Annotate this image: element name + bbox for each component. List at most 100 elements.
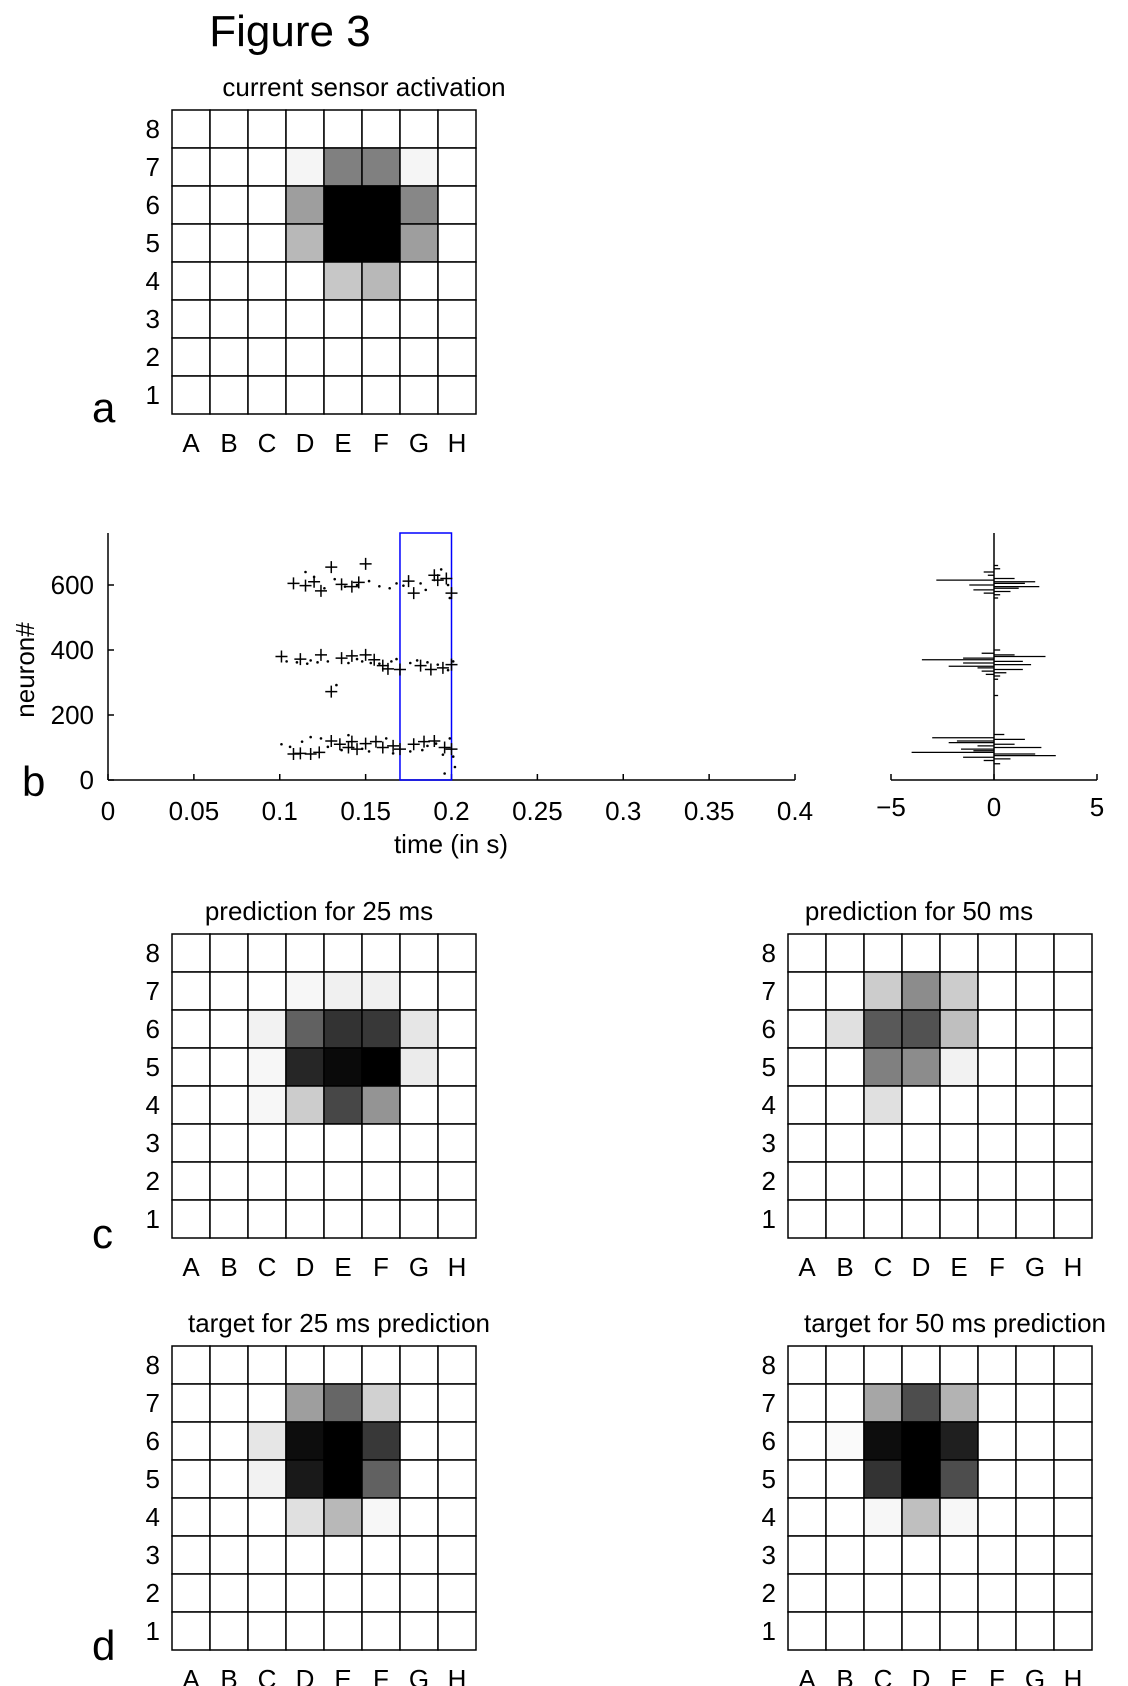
row-label: 8: [762, 1350, 776, 1380]
column-label: E: [950, 1664, 967, 1686]
heatmap-cell-B7: [209, 147, 249, 187]
heatmap-cell-A6: [787, 1009, 827, 1049]
column-label: C: [874, 1664, 893, 1686]
x-tick-label: 0.05: [169, 796, 220, 826]
heatmap-cell-E5: [939, 1047, 979, 1087]
heatmap-cell-B4: [825, 1085, 865, 1125]
heatmap-cell-H8: [1053, 1345, 1093, 1385]
heatmap-cell-F8: [361, 1345, 401, 1385]
heatmap-cell-E3: [323, 1123, 363, 1163]
heatmap-cell-B2: [209, 1573, 249, 1613]
row-label: 6: [762, 1426, 776, 1456]
heatmap-cell-A3: [787, 1535, 827, 1575]
heatmap-cell-H5: [437, 1459, 477, 1499]
heatmap-cell-A4: [171, 261, 211, 301]
heatmap-cell-E4: [939, 1085, 979, 1125]
spike-cross: [418, 735, 431, 748]
row-label: 7: [146, 152, 160, 182]
x-tick-label: 0.35: [684, 796, 735, 826]
panel-label-d: d: [92, 1622, 115, 1669]
x-tick-label: −5: [876, 792, 906, 822]
raster-ylabel: neuron#: [10, 622, 40, 718]
column-label: H: [448, 428, 467, 458]
heatmap-cell-D4: [285, 261, 325, 301]
heatmap-cell-E7: [323, 147, 363, 187]
spike-dot: [415, 659, 419, 662]
heatmap-prediction-50ms: prediction for 50 ms 8 7 6 5 4 3 2 1A B C D E F G H: [762, 896, 1093, 1282]
activity-histogram: −5 0 5: [876, 533, 1104, 822]
heatmap-cell-C4: [247, 261, 287, 301]
heatmap-cell-F3: [977, 1535, 1017, 1575]
spike-cross: [381, 662, 394, 675]
x-tick-label: 0.4: [777, 796, 813, 826]
heatmap-cell-F3: [977, 1123, 1017, 1163]
spike-dot: [408, 750, 412, 753]
heatmap-cell-A1: [171, 1611, 211, 1651]
heatmap-cell-B5: [825, 1047, 865, 1087]
figure-title: Figure 3: [209, 7, 370, 56]
heatmap-cell-G5: [399, 1047, 439, 1087]
heatmap-cell-H4: [437, 1497, 477, 1537]
heatmap-prediction-25ms: prediction for 25 ms 8 7 6 5 4 3 2 1A B C D E F G H: [146, 896, 477, 1282]
heatmap-cell-C7: [863, 971, 903, 1011]
spike-dot: [451, 660, 455, 663]
heatmap-cell-F7: [361, 147, 401, 187]
heatmap-cell-G5: [1015, 1459, 1055, 1499]
column-label: F: [373, 428, 389, 458]
spike-cross: [407, 587, 420, 600]
spike-dot: [443, 772, 446, 775]
spike-dot: [441, 753, 445, 756]
heatmap-cell-F6: [977, 1009, 1017, 1049]
heatmap-cell-A1: [787, 1199, 827, 1239]
heatmap-cell-D3: [285, 1535, 325, 1575]
heatmap-cell-A2: [171, 337, 211, 377]
spike-cross: [445, 658, 458, 671]
heatmap-cell-A6: [787, 1421, 827, 1461]
spike-cross: [294, 653, 307, 666]
heatmap-cell-H4: [1053, 1497, 1093, 1537]
heatmap-title: target for 25 ms prediction: [188, 1308, 490, 1338]
heatmap-cell-C8: [247, 109, 287, 149]
heatmap-cell-G1: [399, 1611, 439, 1651]
heatmap-cell-B8: [825, 1345, 865, 1385]
heatmap-cell-E6: [939, 1009, 979, 1049]
column-label: A: [182, 1252, 200, 1282]
heatmap-cell-E7: [323, 1383, 363, 1423]
heatmap-cell-D4: [285, 1085, 325, 1125]
heatmap-cell-G1: [1015, 1611, 1055, 1651]
heatmap-cell-A3: [171, 1123, 211, 1163]
spike-dot: [347, 733, 350, 737]
spike-cross: [275, 650, 288, 663]
heatmap-cell-C7: [863, 1383, 903, 1423]
heatmap-cell-A8: [171, 1345, 211, 1385]
heatmap-cell-C6: [863, 1009, 903, 1049]
spike-cross: [345, 735, 358, 748]
heatmap-cell-F1: [361, 1199, 401, 1239]
heatmap-cell-C7: [247, 1383, 287, 1423]
heatmap-cell-G6: [399, 1009, 439, 1049]
heatmap-cell-D7: [901, 1383, 941, 1423]
spike-cross: [304, 748, 317, 760]
heatmap-cell-B7: [209, 1383, 249, 1423]
heatmap-cell-A4: [171, 1497, 211, 1537]
heatmap-cell-F3: [361, 1535, 401, 1575]
spike-cross: [424, 663, 437, 676]
heatmap-cell-G5: [399, 223, 439, 263]
heatmap-cell-G8: [399, 933, 439, 973]
heatmap-cell-E1: [323, 1199, 363, 1239]
heatmap-cell-H8: [437, 933, 477, 973]
row-label: 2: [146, 1578, 160, 1608]
heatmap-cell-C3: [863, 1123, 903, 1163]
spike-dot: [305, 662, 309, 665]
x-tick-label: 0.25: [512, 796, 563, 826]
heatmap-cell-E5: [323, 1459, 363, 1499]
heatmap-cell-E6: [939, 1421, 979, 1461]
heatmap-cell-H3: [1053, 1123, 1093, 1163]
spike-dot: [448, 596, 452, 600]
heatmap-cell-B4: [825, 1497, 865, 1537]
heatmap-cell-H1: [437, 1199, 477, 1239]
heatmap-cell-G7: [1015, 1383, 1055, 1423]
heatmap-cell-G7: [1015, 971, 1055, 1011]
spike-dot: [378, 585, 381, 588]
heatmap-cell-A2: [787, 1573, 827, 1613]
